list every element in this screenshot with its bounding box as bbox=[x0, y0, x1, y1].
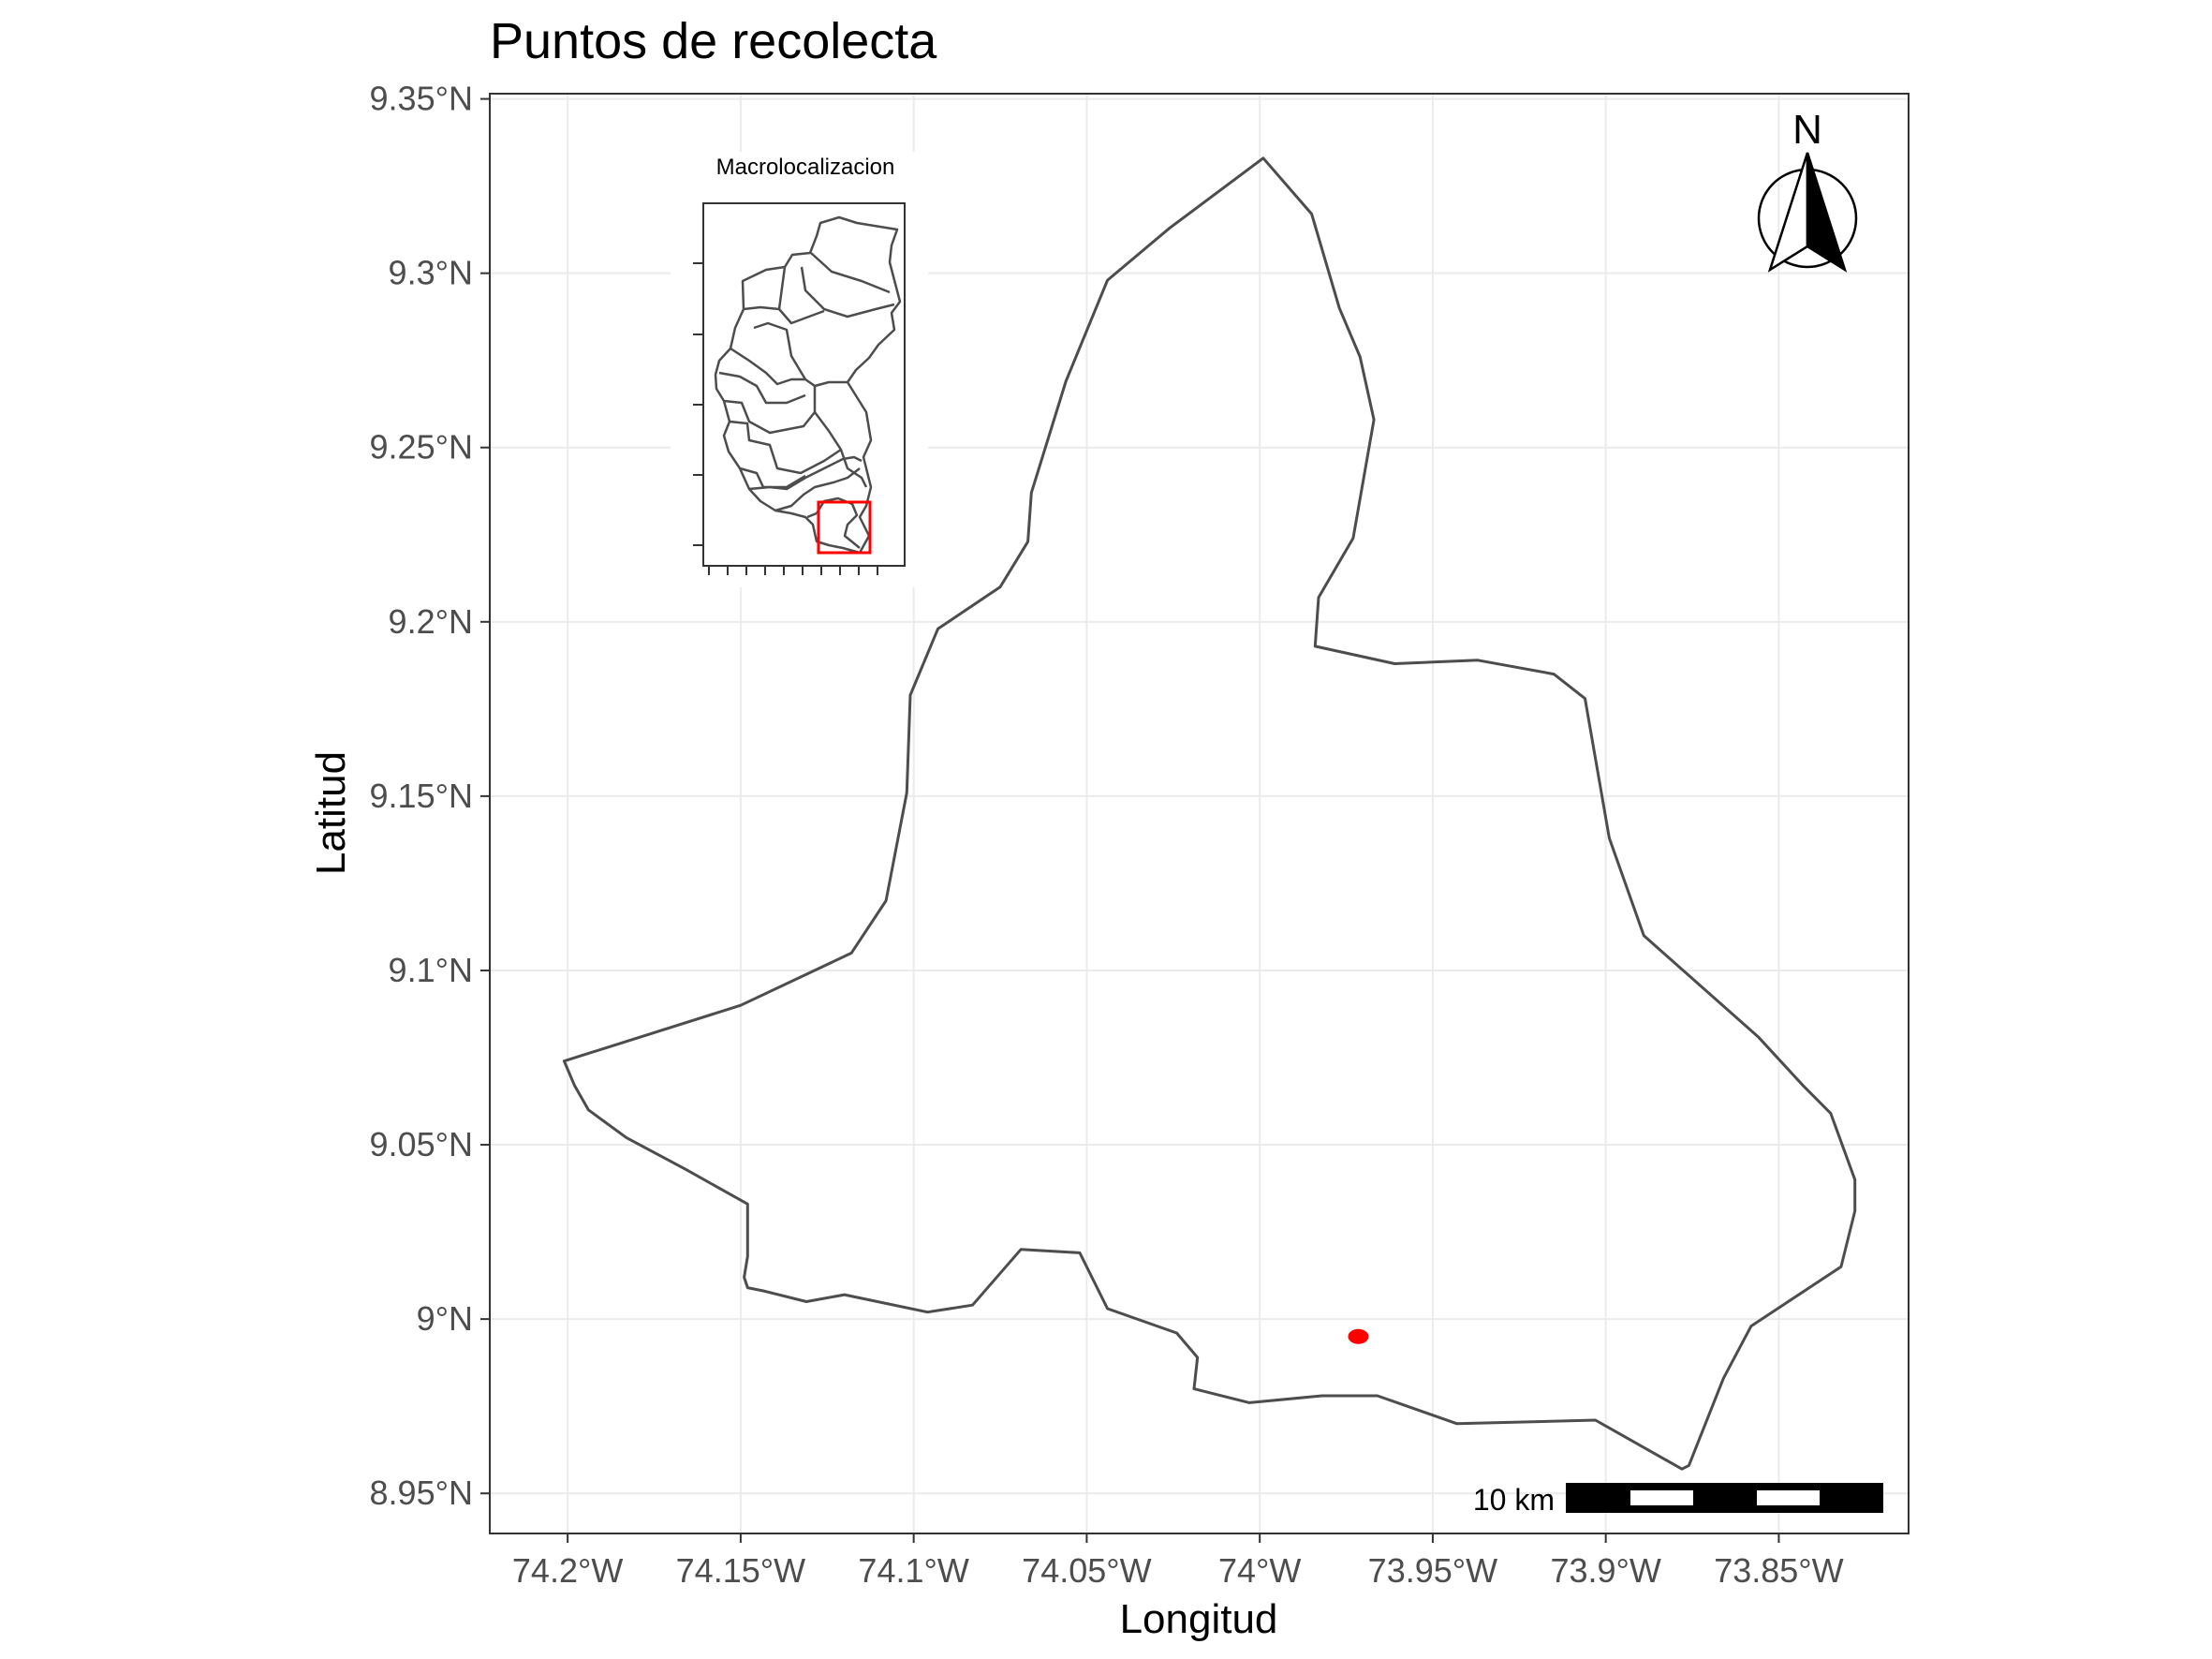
inset-map: Macrolocalizacion bbox=[671, 152, 928, 587]
collection-points bbox=[1348, 1328, 1369, 1344]
y-tick-label: 9.05°N bbox=[370, 1125, 473, 1163]
y-tick-label: 9.1°N bbox=[389, 951, 473, 989]
x-tick-label: 74°W bbox=[1218, 1551, 1301, 1590]
x-tick-label: 74.05°W bbox=[1022, 1551, 1151, 1590]
plot-panel-border bbox=[489, 93, 1910, 1534]
y-tick-label: 9.25°N bbox=[370, 428, 473, 467]
y-tick-label: 9°N bbox=[417, 1299, 473, 1338]
y-tick-label: 8.95°N bbox=[370, 1474, 473, 1512]
north-arrow-icon: N bbox=[1757, 107, 1858, 273]
x-axis-ticks: 74.2°W 74.15°W 74.1°W 74.05°W 74°W 73.95°W 73.… bbox=[512, 1533, 1844, 1590]
x-tick-label: 74.1°W bbox=[858, 1551, 968, 1590]
y-axis-title: Latitud bbox=[308, 751, 354, 875]
x-tick-label: 73.95°W bbox=[1368, 1551, 1497, 1590]
x-tick-label: 73.9°W bbox=[1550, 1551, 1660, 1590]
inset-municipalities bbox=[714, 215, 902, 555]
x-axis-title: Longitud bbox=[1120, 1596, 1278, 1642]
inset-frame bbox=[702, 202, 906, 567]
y-tick-label: 9.35°N bbox=[370, 80, 473, 118]
y-tick-label: 9.3°N bbox=[389, 254, 473, 292]
collection-point bbox=[1348, 1328, 1369, 1344]
x-tick-label: 74.2°W bbox=[512, 1551, 623, 1590]
y-axis-ticks: 9.35°N 9.3°N 9.25°N 9.2°N 9.15°N 9.1°N 9.05°N 9… bbox=[370, 80, 490, 1512]
scale-bar-segment-white-2 bbox=[1757, 1490, 1820, 1505]
inset-highlight-box bbox=[817, 500, 872, 555]
municipality-boundary bbox=[562, 156, 1857, 1471]
north-arrow-label: N bbox=[1792, 107, 1822, 153]
scale-bar: 10 km bbox=[1473, 1483, 1883, 1517]
map-title: Puntos de recolecta bbox=[490, 13, 937, 69]
y-tick-label: 9.2°N bbox=[389, 602, 473, 641]
inset-title: Macrolocalizacion bbox=[716, 155, 895, 180]
inset-axis-ticks bbox=[693, 262, 878, 575]
x-tick-label: 73.85°W bbox=[1714, 1551, 1843, 1590]
y-tick-label: 9.15°N bbox=[370, 777, 473, 815]
scale-bar-segment-white-1 bbox=[1630, 1490, 1693, 1505]
scale-bar-label: 10 km bbox=[1473, 1483, 1555, 1517]
x-tick-label: 74.15°W bbox=[676, 1551, 805, 1590]
scale-bar-outline bbox=[1566, 1483, 1883, 1513]
north-arrow-right-half bbox=[1806, 152, 1848, 273]
